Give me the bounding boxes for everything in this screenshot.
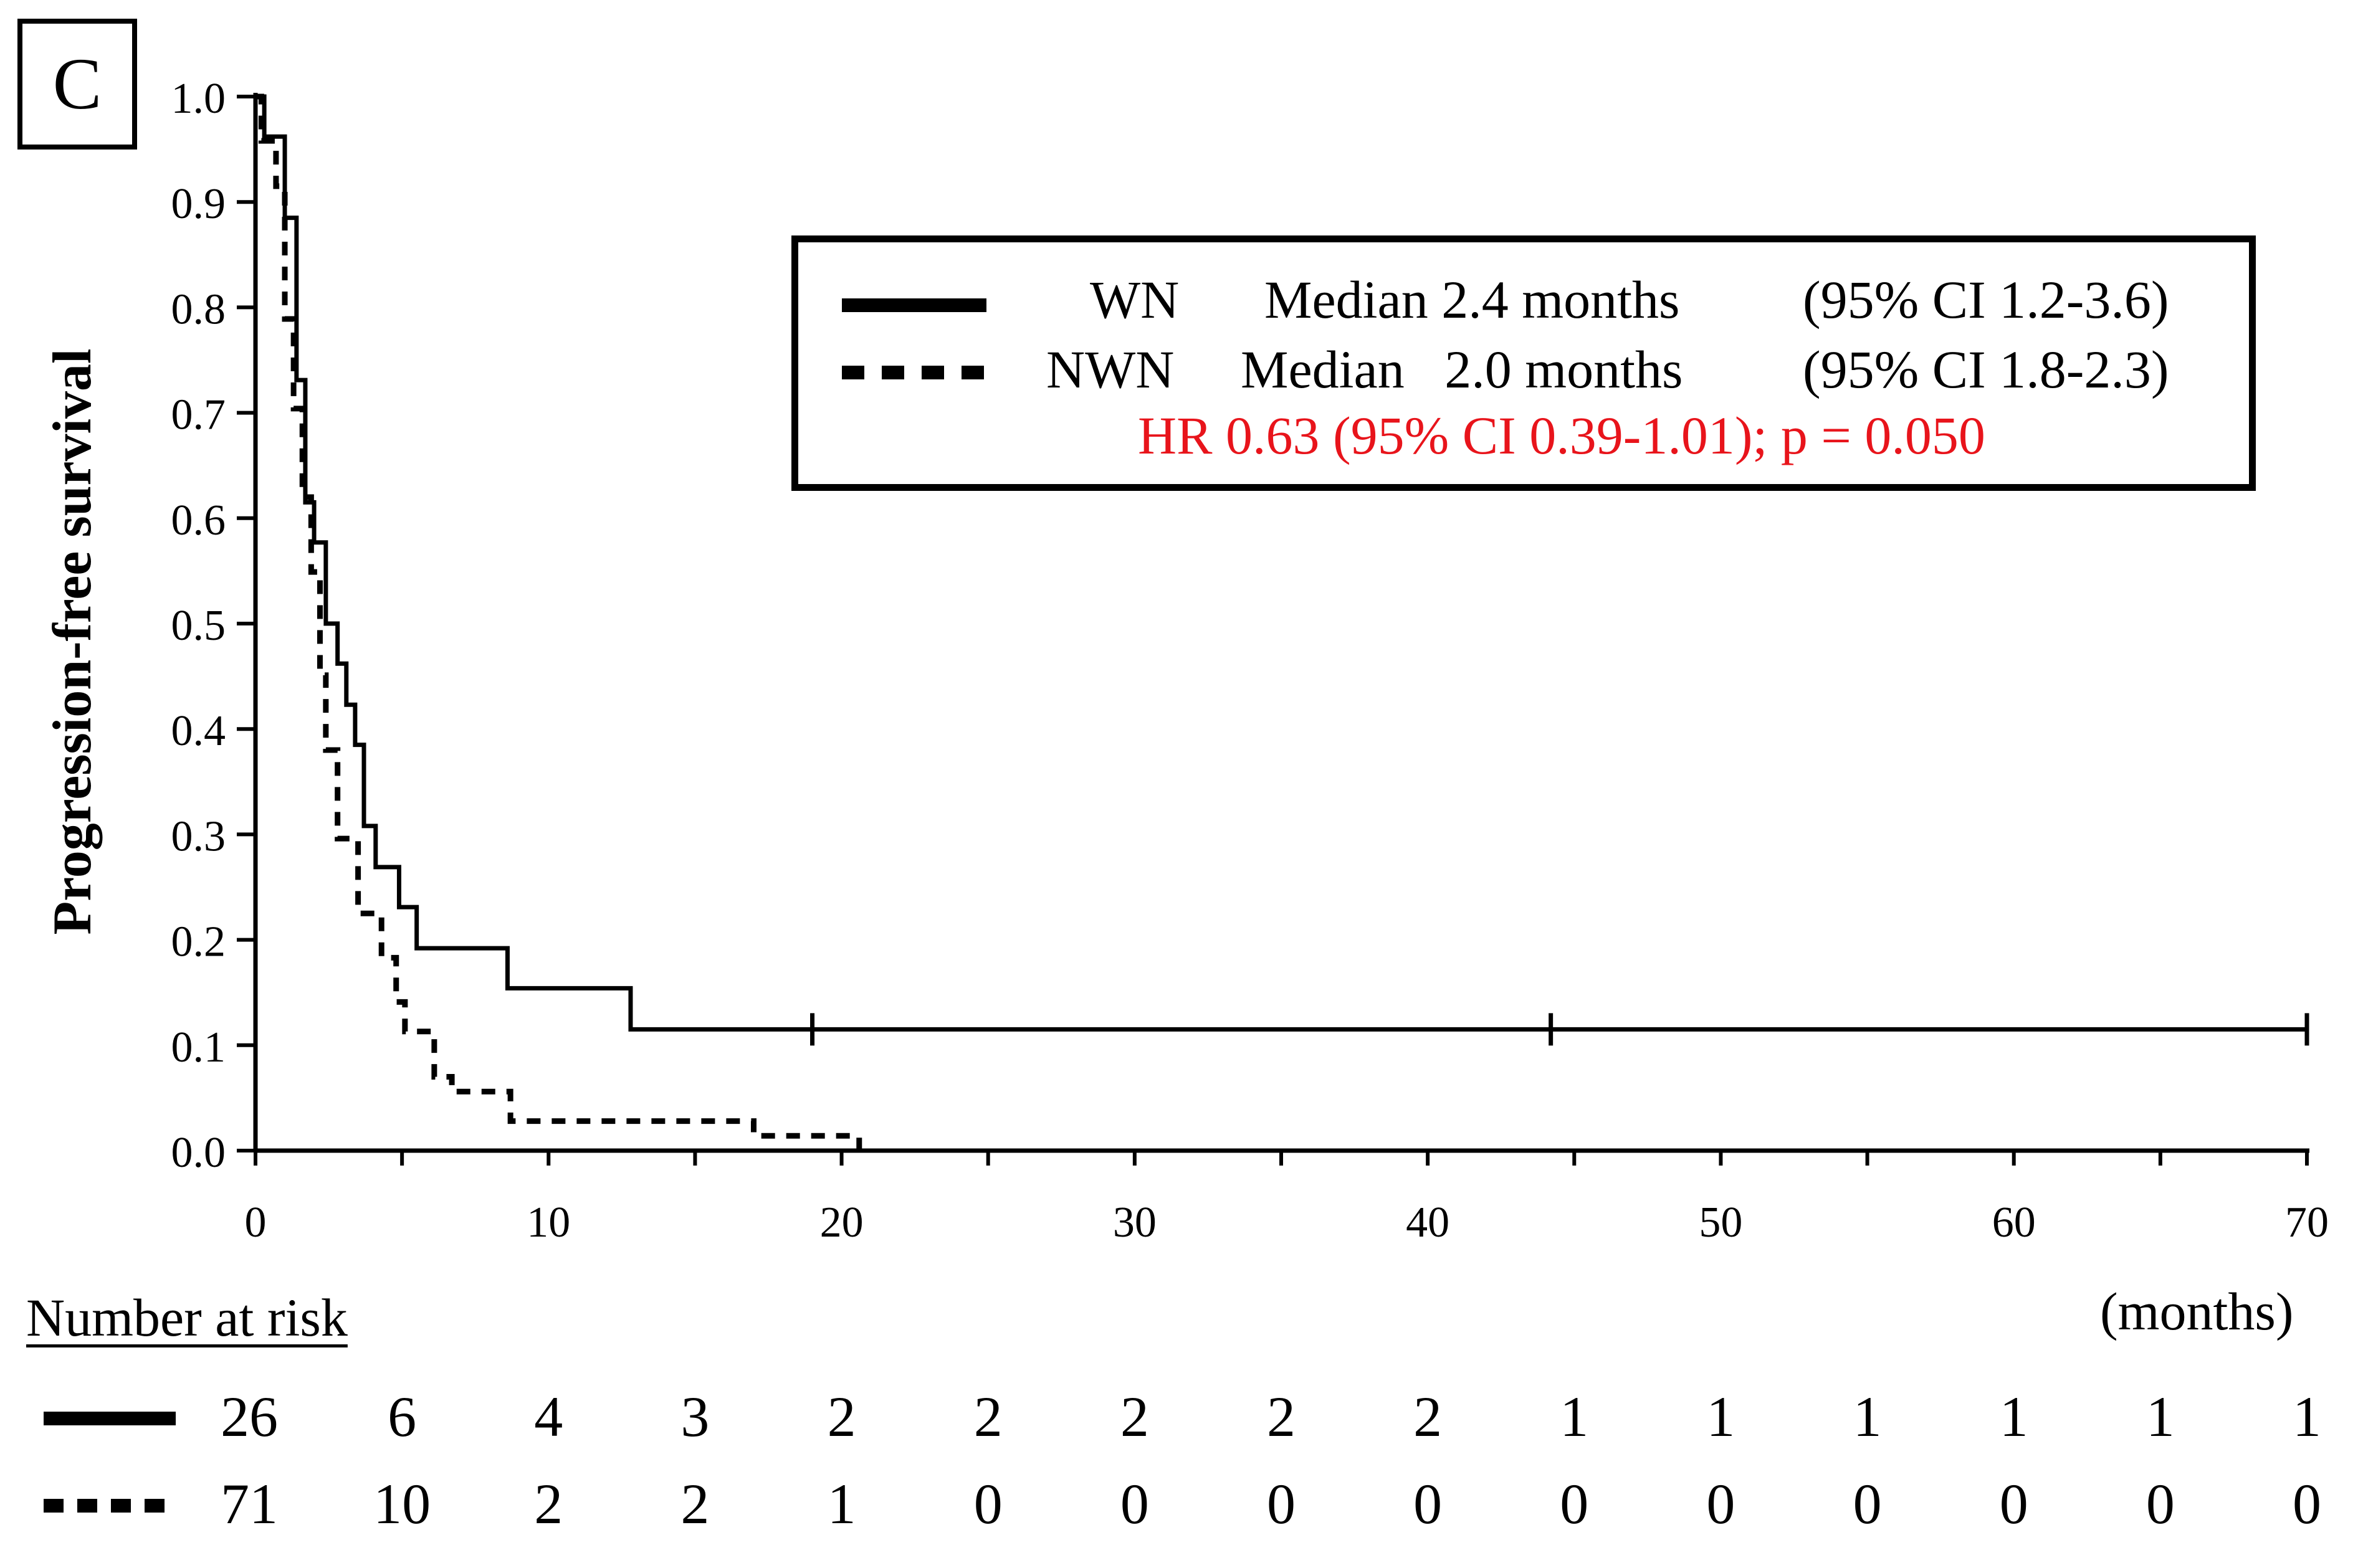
y-tick-label: 0.2: [171, 918, 226, 966]
risk-count-wn: 1: [1853, 1385, 1882, 1448]
y-tick-label: 0.6: [171, 497, 226, 544]
risk-count-wn: 2: [1413, 1385, 1442, 1448]
risk-count-nwn: 0: [974, 1472, 1003, 1536]
risk-count-nwn: 0: [1267, 1472, 1296, 1536]
risk-count-wn: 6: [388, 1385, 416, 1448]
number-at-risk-table: 26 6 4 3 2 2 2 2 2 1 1 1 1 1 171 10 2 2 1 0 0 0 0 0 0 0 0 0 0: [44, 1385, 2321, 1536]
risk-count-nwn: 0: [1853, 1472, 1882, 1536]
y-tick-label: 0.3: [171, 812, 226, 860]
y-tick-label: 0.8: [171, 285, 226, 333]
y-tick-label: 0.4: [171, 707, 226, 755]
y-axis-label: Progression-free survival: [42, 349, 103, 935]
risk-count-nwn: 0: [1120, 1472, 1149, 1536]
risk-count-wn: 1: [2146, 1385, 2175, 1448]
risk-count-nwn: 0: [2146, 1472, 2175, 1536]
legend-swatch-dashed: [842, 366, 986, 379]
legend: WN Median 2.4 months (95% CI 1.2-3.6) NW…: [791, 235, 2256, 491]
risk-count-wn: 4: [534, 1385, 563, 1448]
legend-swatch-solid: [842, 298, 986, 312]
x-tick-label: 10: [527, 1199, 570, 1247]
risk-count-wn: 2: [1267, 1385, 1296, 1448]
risk-count-nwn: 1: [828, 1472, 856, 1536]
x-tick-label: 50: [1699, 1199, 1742, 1247]
y-tick-label: 0.0: [171, 1129, 226, 1177]
risk-count-wn: 3: [680, 1385, 709, 1448]
x-tick-label: 40: [1406, 1199, 1449, 1247]
survival-curves: [255, 93, 2309, 1151]
x-tick-label: 0: [245, 1199, 267, 1247]
axis-ticks: [237, 95, 2309, 1166]
risk-count-nwn: 2: [680, 1472, 709, 1536]
risk-count-wn: 2: [828, 1385, 856, 1448]
y-tick-label: 1.0: [171, 75, 226, 123]
risk-count-wn: 1: [1706, 1385, 1735, 1448]
risk-count-nwn: 0: [1413, 1472, 1442, 1536]
series-nwn-curve: [255, 93, 862, 1151]
legend-hazard-ratio: HR 0.63 (95% CI 0.39-1.01); p = 0.050: [1138, 406, 1985, 465]
y-tick-label: 0.1: [171, 1024, 226, 1071]
risk-count-nwn: 2: [534, 1472, 563, 1536]
x-tick-label: 20: [820, 1199, 864, 1247]
risk-count-wn: 1: [2000, 1385, 2028, 1448]
x-tick-label: 70: [2285, 1199, 2329, 1247]
risk-table-title: Number at risk: [26, 1288, 348, 1347]
risk-count-wn: 26: [221, 1385, 278, 1448]
legend-group-wn: WN: [1090, 270, 1180, 330]
risk-count-wn: 1: [2293, 1385, 2321, 1448]
risk-count-nwn: 0: [1560, 1472, 1588, 1536]
risk-count-nwn: 71: [221, 1472, 278, 1536]
x-tick-labels: 0 10 20 30 40 50 60 70: [245, 1199, 2329, 1247]
risk-count-nwn: 0: [1706, 1472, 1735, 1536]
risk-count-wn: 2: [1120, 1385, 1149, 1448]
risk-count-wn: 1: [1560, 1385, 1588, 1448]
x-tick-label: 60: [1992, 1199, 2036, 1247]
y-tick-labels: 0.0 0.1 0.2 0.3 0.4 0.5 0.6 0.7 0.8 0.9 1.0: [171, 75, 226, 1177]
risk-count-wn: 2: [974, 1385, 1003, 1448]
x-tick-label: 30: [1113, 1199, 1157, 1247]
legend-group-nwn: NWN: [1046, 340, 1175, 399]
risk-count-nwn: 0: [2000, 1472, 2028, 1536]
series-wn-curve: [255, 94, 2307, 1032]
x-axis-units-label: (months): [2100, 1281, 2294, 1341]
legend-ci-wn: (95% CI 1.2-3.6): [1803, 270, 2169, 330]
legend-median-nwn: Median 2.0 months: [1241, 340, 1683, 399]
y-tick-label: 0.5: [171, 602, 226, 650]
legend-median-wn: Median 2.4 months: [1264, 270, 1680, 330]
y-tick-label: 0.9: [171, 180, 226, 228]
legend-ci-nwn: (95% CI 1.8-2.3): [1803, 340, 2169, 399]
risk-count-nwn: 0: [2293, 1472, 2321, 1536]
risk-count-nwn: 10: [373, 1472, 431, 1536]
y-tick-label: 0.7: [171, 391, 226, 439]
panel-label: C: [17, 19, 137, 150]
